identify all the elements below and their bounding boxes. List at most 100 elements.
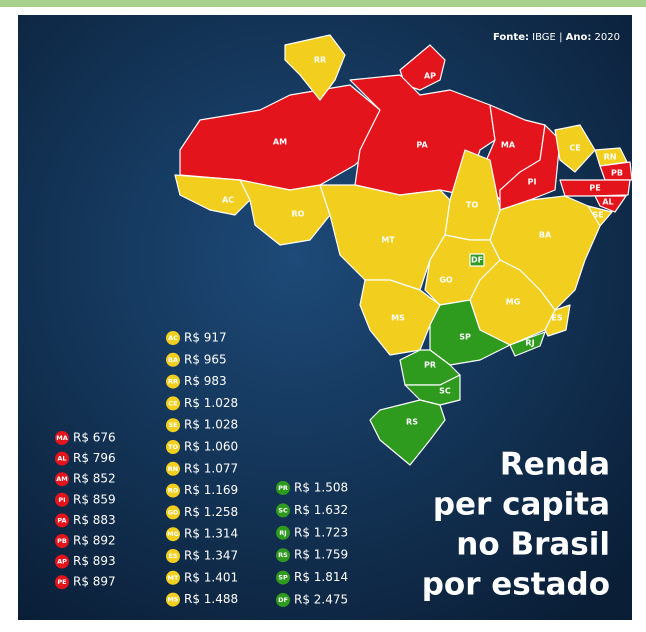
state-label: AP: [424, 72, 436, 81]
legend-code: PI: [58, 496, 65, 504]
state-label: MT: [381, 236, 395, 245]
legend-value: R$ 1.401: [184, 570, 238, 584]
legend-badge: [166, 440, 180, 454]
legend-code: TO: [168, 443, 178, 451]
state-label: BA: [539, 231, 552, 240]
state-shape: [594, 195, 627, 213]
legend-code: DF: [278, 596, 288, 604]
source-value: IBGE: [532, 32, 556, 43]
legend-badge: [55, 431, 69, 445]
legend-entry: SE R$ 1.028: [166, 418, 238, 433]
state: CE: [554, 124, 596, 173]
legend-badge: [276, 481, 290, 495]
legend-value: R$ 892: [73, 534, 116, 548]
legend-badge: [166, 461, 180, 476]
legend-badge: [166, 570, 180, 585]
legend-code: RR: [168, 378, 178, 386]
legend-entry: AL R$ 796: [55, 451, 116, 466]
source: Fonte: IBGE | Ano: 2020: [493, 32, 620, 43]
legend-badge: [55, 513, 69, 528]
legend-badge: [166, 483, 180, 498]
legend-entry: AP R$ 893: [55, 554, 116, 569]
state-label: SC: [439, 387, 451, 396]
legend-value: R$ 676: [73, 431, 116, 445]
legend-badge: [276, 570, 290, 585]
legend-entry: MT R$ 1.401: [166, 570, 238, 585]
legend-code: AC: [168, 334, 178, 342]
legend: MA R$ 676 AL R$ 796 AM R$ 852 PI R$ 859 PA R$ 883…: [55, 331, 348, 607]
legend-badge: [166, 592, 180, 607]
legend-badge: [55, 472, 69, 487]
state: RR: [284, 34, 346, 101]
legend-code: AL: [57, 455, 66, 463]
legend-code: RN: [168, 465, 178, 473]
legend-value: R$ 1.759: [294, 548, 348, 562]
state-label: CE: [569, 144, 580, 153]
legend-value: R$ 1.077: [184, 461, 238, 475]
legend-value: R$ 1.060: [184, 440, 238, 454]
legend-value: R$ 2.475: [294, 593, 348, 607]
title-line: Renda: [500, 447, 610, 483]
legend-badge: [55, 575, 69, 590]
state-label: RN: [604, 153, 617, 162]
map: AM RR AP PA MA PI CE RN PB PE AL SE BA T…: [174, 34, 633, 466]
state-shape: [469, 259, 556, 346]
state-label: MS: [391, 314, 405, 323]
state-shape: [469, 253, 485, 267]
state-label: MA: [501, 141, 516, 150]
legend-code: BA: [168, 356, 178, 364]
legend-badge: [166, 352, 180, 367]
legend-badge: [55, 554, 69, 569]
legend-code: AM: [56, 475, 68, 483]
legend-code: MT: [168, 574, 179, 582]
state: SP: [429, 299, 511, 366]
legend-badge: [55, 492, 69, 507]
legend-entry: PA R$ 883: [55, 513, 116, 528]
legend-value: R$ 1.258: [184, 505, 238, 519]
legend-value: R$ 1.347: [184, 549, 238, 563]
state: ES: [544, 304, 571, 337]
legend-badge: [166, 374, 180, 389]
state-shape: [359, 279, 441, 356]
state-label: PR: [424, 361, 436, 370]
legend-entry: RR R$ 983: [166, 374, 227, 389]
legend-code: SC: [278, 506, 288, 514]
legend-code: PE: [57, 578, 66, 586]
legend-code: MS: [167, 596, 178, 604]
legend-badge: [276, 503, 290, 518]
legend-badge: [55, 534, 69, 548]
legend-code: GO: [168, 508, 179, 516]
legend-entry: MG R$ 1.314: [166, 527, 238, 542]
legend-entry: SP R$ 1.814: [276, 570, 348, 585]
legend-value: R$ 1.508: [294, 481, 348, 495]
legend-code: MG: [167, 530, 179, 538]
state-shape: [554, 124, 596, 173]
separator: |: [559, 32, 562, 43]
legend-code: RO: [168, 487, 179, 495]
title-line: no Brasil: [456, 527, 610, 563]
legend-code: RJ: [279, 529, 286, 537]
state: RO: [239, 179, 331, 246]
legend-code: RS: [278, 551, 288, 559]
state-label: SP: [459, 333, 471, 342]
state-label: AM: [273, 138, 287, 147]
legend-entry: MA R$ 676: [55, 431, 116, 445]
state-label: AC: [222, 196, 234, 205]
legend-value: R$ 1.632: [294, 503, 348, 517]
legend-entry: ES R$ 1.347: [166, 549, 238, 563]
legend-code: PB: [57, 537, 67, 545]
state: AL: [594, 195, 627, 213]
state-label: PA: [416, 141, 428, 150]
legend-value: R$ 859: [73, 492, 116, 506]
state-label: RO: [292, 210, 305, 219]
legend-badge: [166, 418, 180, 433]
legend-badge: [276, 593, 290, 607]
state: MS: [359, 279, 441, 356]
state: RS: [369, 399, 446, 466]
state-shape: [284, 34, 346, 101]
legend-entry: RO R$ 1.169: [166, 483, 238, 498]
state-label: PB: [611, 169, 623, 178]
legend-value: R$ 897: [73, 575, 116, 589]
state-shape: [544, 304, 571, 337]
